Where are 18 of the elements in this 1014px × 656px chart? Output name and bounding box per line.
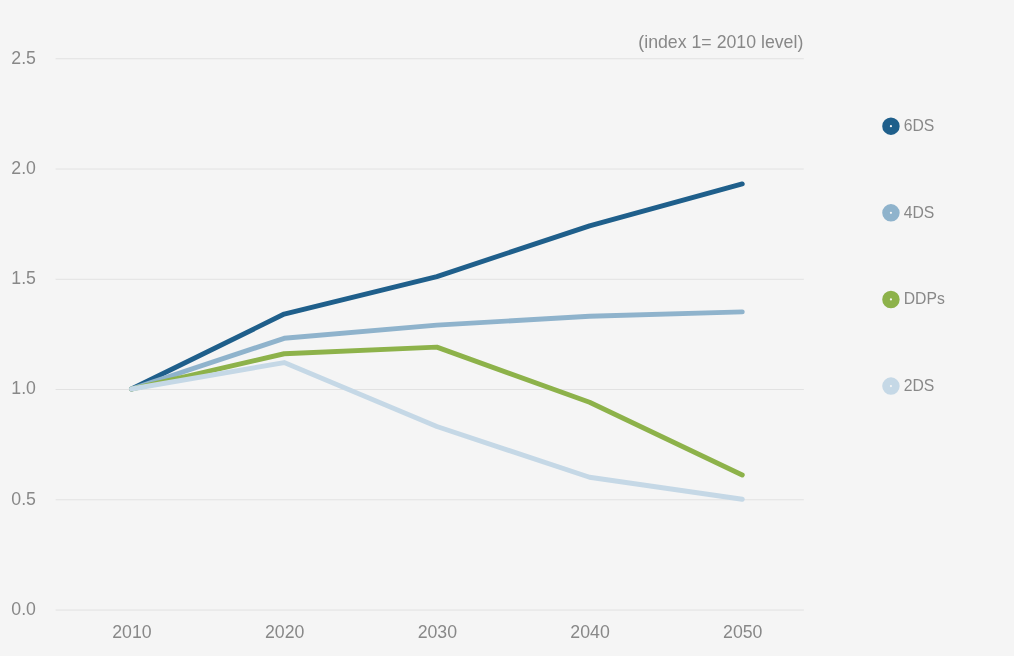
line-series (129, 360, 745, 502)
text: (index 1= 2010 level) (638, 32, 804, 53)
x-tick-label: 2020 (264, 621, 305, 642)
legend-label: 2DS (903, 377, 935, 395)
legend-label: DDPs (903, 290, 945, 308)
y-tick-label: 1.5 (11, 268, 37, 289)
y-tick-label: 2.5 (11, 47, 37, 68)
line-series (129, 344, 745, 478)
y-tick-label: 2.0 (11, 157, 37, 178)
y-tick-label: 1.0 (11, 378, 37, 399)
legend-label: 4DS (903, 203, 935, 221)
x-tick-label: 2050 (723, 621, 763, 642)
legend-label: 6DS (903, 117, 935, 135)
x-tick-label: 2030 (417, 621, 458, 642)
x-tick-label: 2010 (112, 621, 152, 642)
y-tick-label: 0.0 (11, 598, 37, 619)
y-tick-label: 0.5 (11, 488, 37, 509)
x-tick-label: 2040 (570, 621, 610, 642)
